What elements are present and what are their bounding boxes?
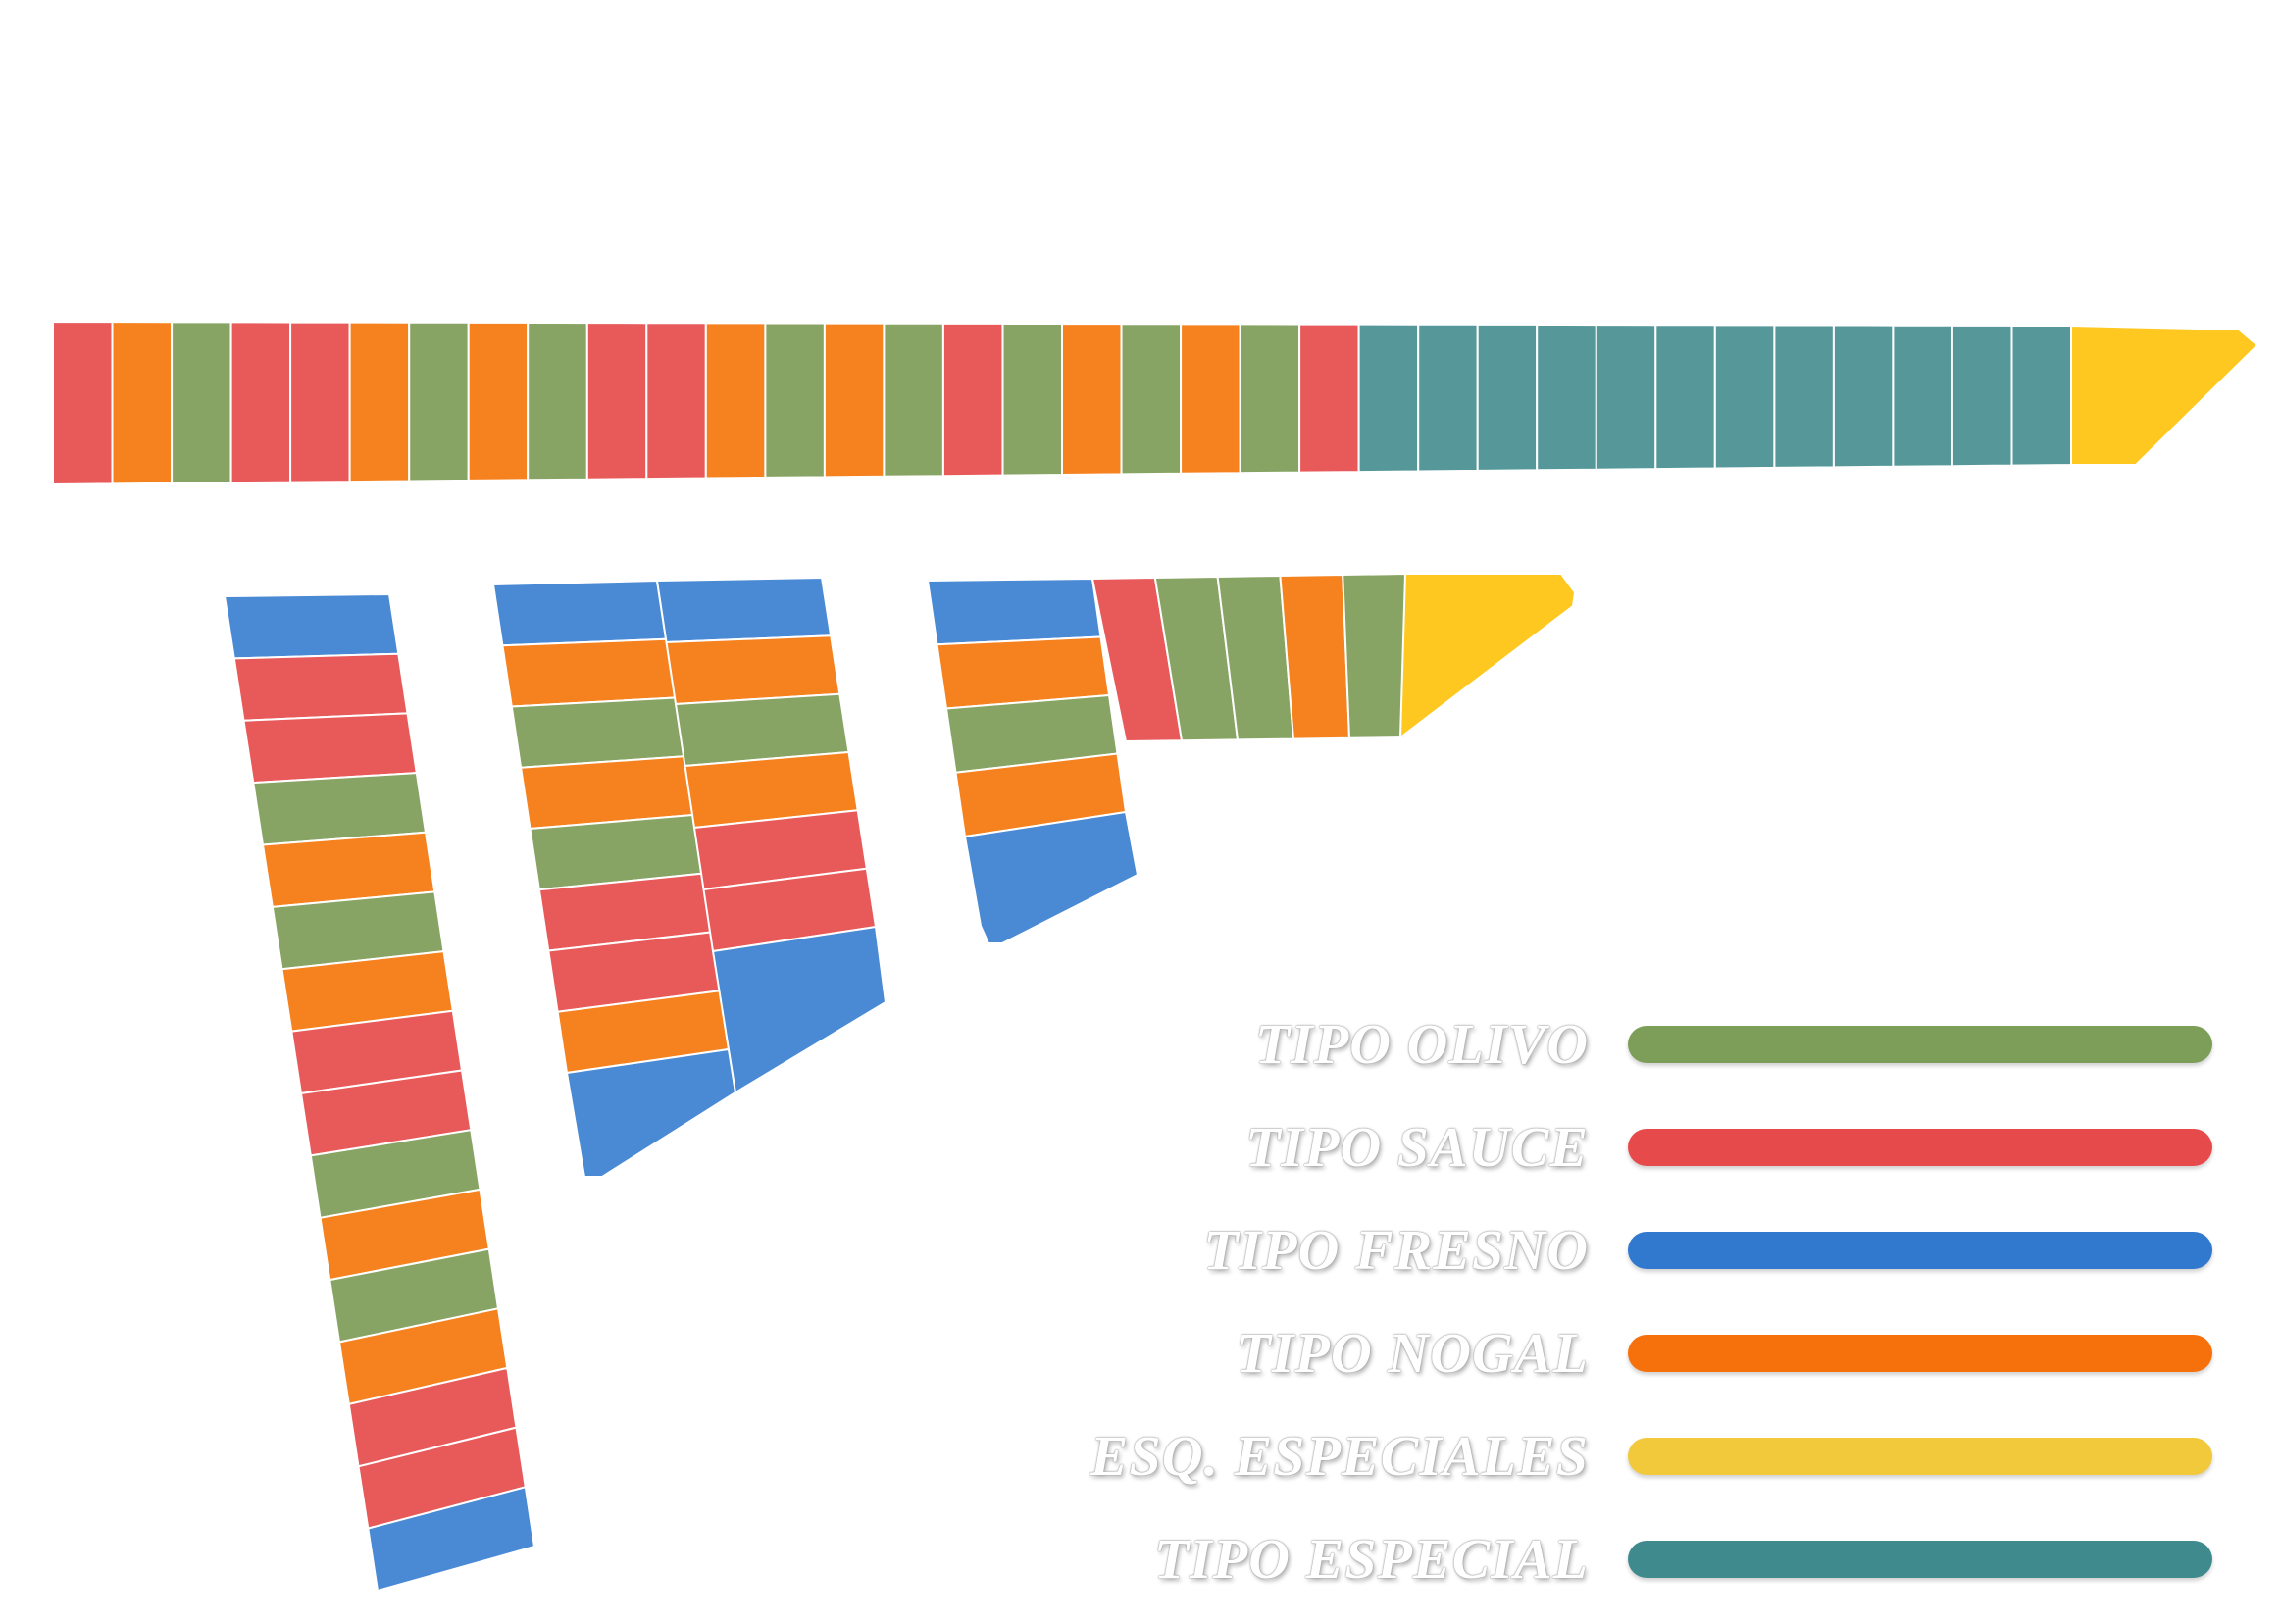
top-run-cell-4-sauce bbox=[229, 321, 292, 484]
top-run-cell-16-sauce bbox=[941, 322, 1004, 478]
top-run-cell-30-especial bbox=[1773, 324, 1835, 469]
arm-c-cell-5-olivo bbox=[1342, 573, 1406, 739]
column-b-section bbox=[492, 577, 887, 1178]
top-run-cell-29-especial bbox=[1713, 324, 1776, 470]
top-run-cell-31-especial bbox=[1832, 324, 1895, 469]
top-run-section bbox=[52, 321, 2258, 485]
top-run-cell-13-olivo bbox=[764, 322, 826, 479]
column-a-cell-2-sauce bbox=[232, 652, 409, 722]
top-run-cell-2-nogal bbox=[111, 321, 174, 485]
top-run-cell-34-especial bbox=[2010, 324, 2072, 467]
top-run-cell-18-nogal bbox=[1061, 323, 1123, 476]
top-run-cell-21-olivo bbox=[1239, 323, 1301, 475]
top-run-cell-11-sauce bbox=[645, 322, 707, 481]
top-run-cell-20-nogal bbox=[1180, 323, 1241, 475]
column-c-cell-1-fresno bbox=[927, 578, 1102, 646]
column-b-right-cell-2-nogal bbox=[665, 634, 841, 705]
column-b-left-end-piece bbox=[566, 1048, 736, 1178]
top-run-cell-12-nogal bbox=[704, 322, 767, 480]
top-run-cell-3-olivo bbox=[171, 321, 232, 484]
column-c-section bbox=[927, 573, 1576, 944]
column-c-end-piece bbox=[964, 811, 1139, 944]
top-run-cell-28-especial bbox=[1654, 324, 1716, 471]
top-run-cell-6-nogal bbox=[348, 321, 411, 483]
top-run-cell-1-sauce bbox=[52, 321, 114, 485]
top-run-cell-22-sauce bbox=[1298, 323, 1360, 474]
column-a-cell-3-sauce bbox=[242, 712, 418, 785]
top-run-cell-26-especial bbox=[1536, 323, 1597, 472]
column-b-left-cell-1-fresno bbox=[492, 580, 668, 647]
top-run-cell-14-nogal bbox=[823, 322, 886, 479]
column-a-cell-1-fresno bbox=[224, 593, 400, 660]
top-run-cell-23-especial bbox=[1357, 323, 1420, 474]
top-run-cell-10-sauce bbox=[585, 322, 648, 481]
column-a-cell-16-fresno bbox=[367, 1486, 535, 1592]
top-run-cell-7-olivo bbox=[408, 321, 470, 482]
column-b-right-end-piece bbox=[712, 926, 887, 1093]
top-run-cell-32-especial bbox=[1892, 324, 1953, 468]
column-a-section bbox=[224, 593, 535, 1592]
top-run-cell-5-sauce bbox=[289, 321, 351, 483]
top-run-cell-15-olivo bbox=[883, 322, 944, 478]
column-b-left-cell-3-olivo bbox=[510, 696, 685, 769]
top-run-cell-24-especial bbox=[1417, 323, 1479, 473]
arm-c-end-piece bbox=[1399, 573, 1576, 738]
top-run-cell-9-olivo bbox=[527, 321, 588, 482]
top-run-cell-33-especial bbox=[1951, 324, 2013, 468]
top-run-end-piece bbox=[2070, 325, 2258, 466]
top-run-cell-19-olivo bbox=[1120, 323, 1183, 476]
arm-c-cell-4-nogal bbox=[1279, 574, 1350, 740]
top-run-cell-27-especial bbox=[1595, 324, 1657, 471]
column-b-right-cell-1-fresno bbox=[656, 577, 833, 643]
column-b-left-cell-2-nogal bbox=[501, 637, 677, 708]
top-run-cell-25-especial bbox=[1476, 323, 1539, 472]
top-run-cell-8-nogal bbox=[467, 321, 530, 482]
top-run-cell-17-olivo bbox=[1001, 322, 1063, 477]
